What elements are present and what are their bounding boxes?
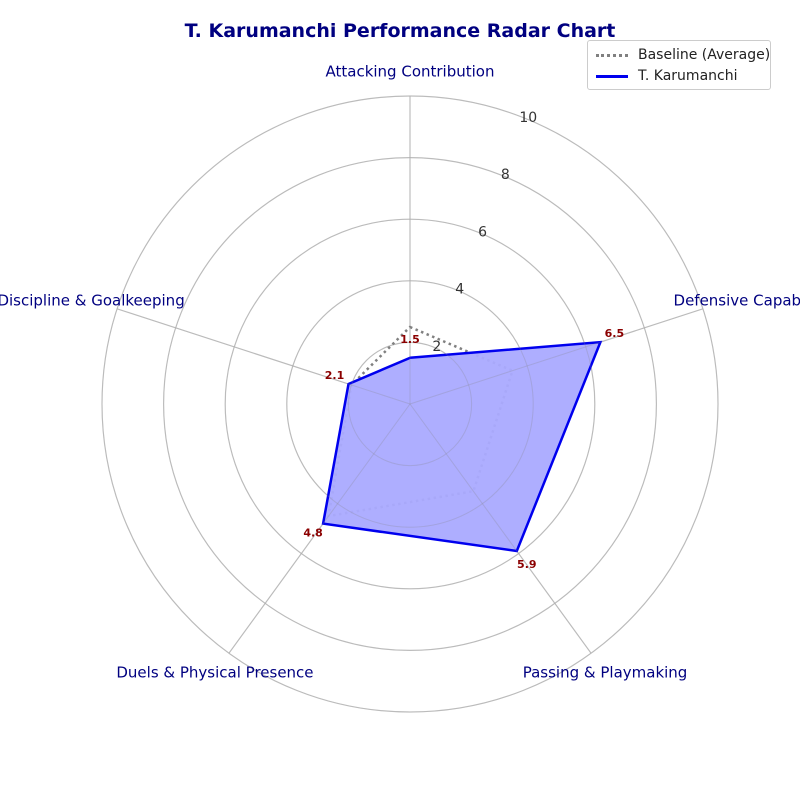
legend-item-baseline: Baseline (Average) xyxy=(596,46,770,64)
grid-spoke-overlay xyxy=(409,308,704,405)
grid-ring-overlay xyxy=(347,341,473,467)
radial-tick-label: 2 xyxy=(432,339,441,355)
category-label: Duels & Physical Presence xyxy=(116,664,313,682)
grid-spoke-overlay xyxy=(409,403,592,654)
data-label: 5.9 xyxy=(517,558,537,571)
radial-tick-label: 8 xyxy=(501,167,510,183)
series-line-player xyxy=(321,340,603,553)
legend-label-player: T. Karumanchi xyxy=(638,68,738,84)
grid-ring-overlay xyxy=(163,157,657,651)
category-label: Attacking Contribution xyxy=(326,63,495,81)
legend-label-baseline: Baseline (Average) xyxy=(638,47,771,63)
radial-tick-label: 4 xyxy=(455,282,464,298)
category-label: Discipline & Goalkeeping xyxy=(0,291,185,309)
data-label: 1.5 xyxy=(400,333,420,346)
grid-spoke-overlay xyxy=(228,403,411,654)
grid-spoke-overlay xyxy=(116,308,411,405)
data-label: 4.8 xyxy=(303,527,323,540)
data-label: 6.5 xyxy=(605,327,625,340)
category-label: Passing & Playmaking xyxy=(523,664,688,682)
radial-tick-label: 6 xyxy=(478,224,487,240)
chart-legend: Baseline (Average) T. Karumanchi xyxy=(587,40,771,90)
legend-swatch-player xyxy=(596,74,628,78)
radial-tick-label: 10 xyxy=(519,110,537,126)
radar-label-layer: 2 4 6 8 10 1.5 6.5 5.9 4.8 2.1 Attacking Contribut… xyxy=(0,63,800,682)
category-label: Defensive Capability xyxy=(674,291,800,309)
grid-ring-overlay xyxy=(224,218,596,590)
series-area-player xyxy=(323,342,601,551)
data-label: 2.1 xyxy=(325,369,345,382)
legend-item-player: T. Karumanchi xyxy=(596,67,737,85)
grid-ring-overlay xyxy=(101,95,719,713)
legend-swatch-baseline xyxy=(596,53,628,57)
grid-ring-overlay xyxy=(286,280,534,528)
chart-title: T. Karumanchi Performance Radar Chart xyxy=(184,20,616,42)
radar-series-layer xyxy=(101,95,719,713)
